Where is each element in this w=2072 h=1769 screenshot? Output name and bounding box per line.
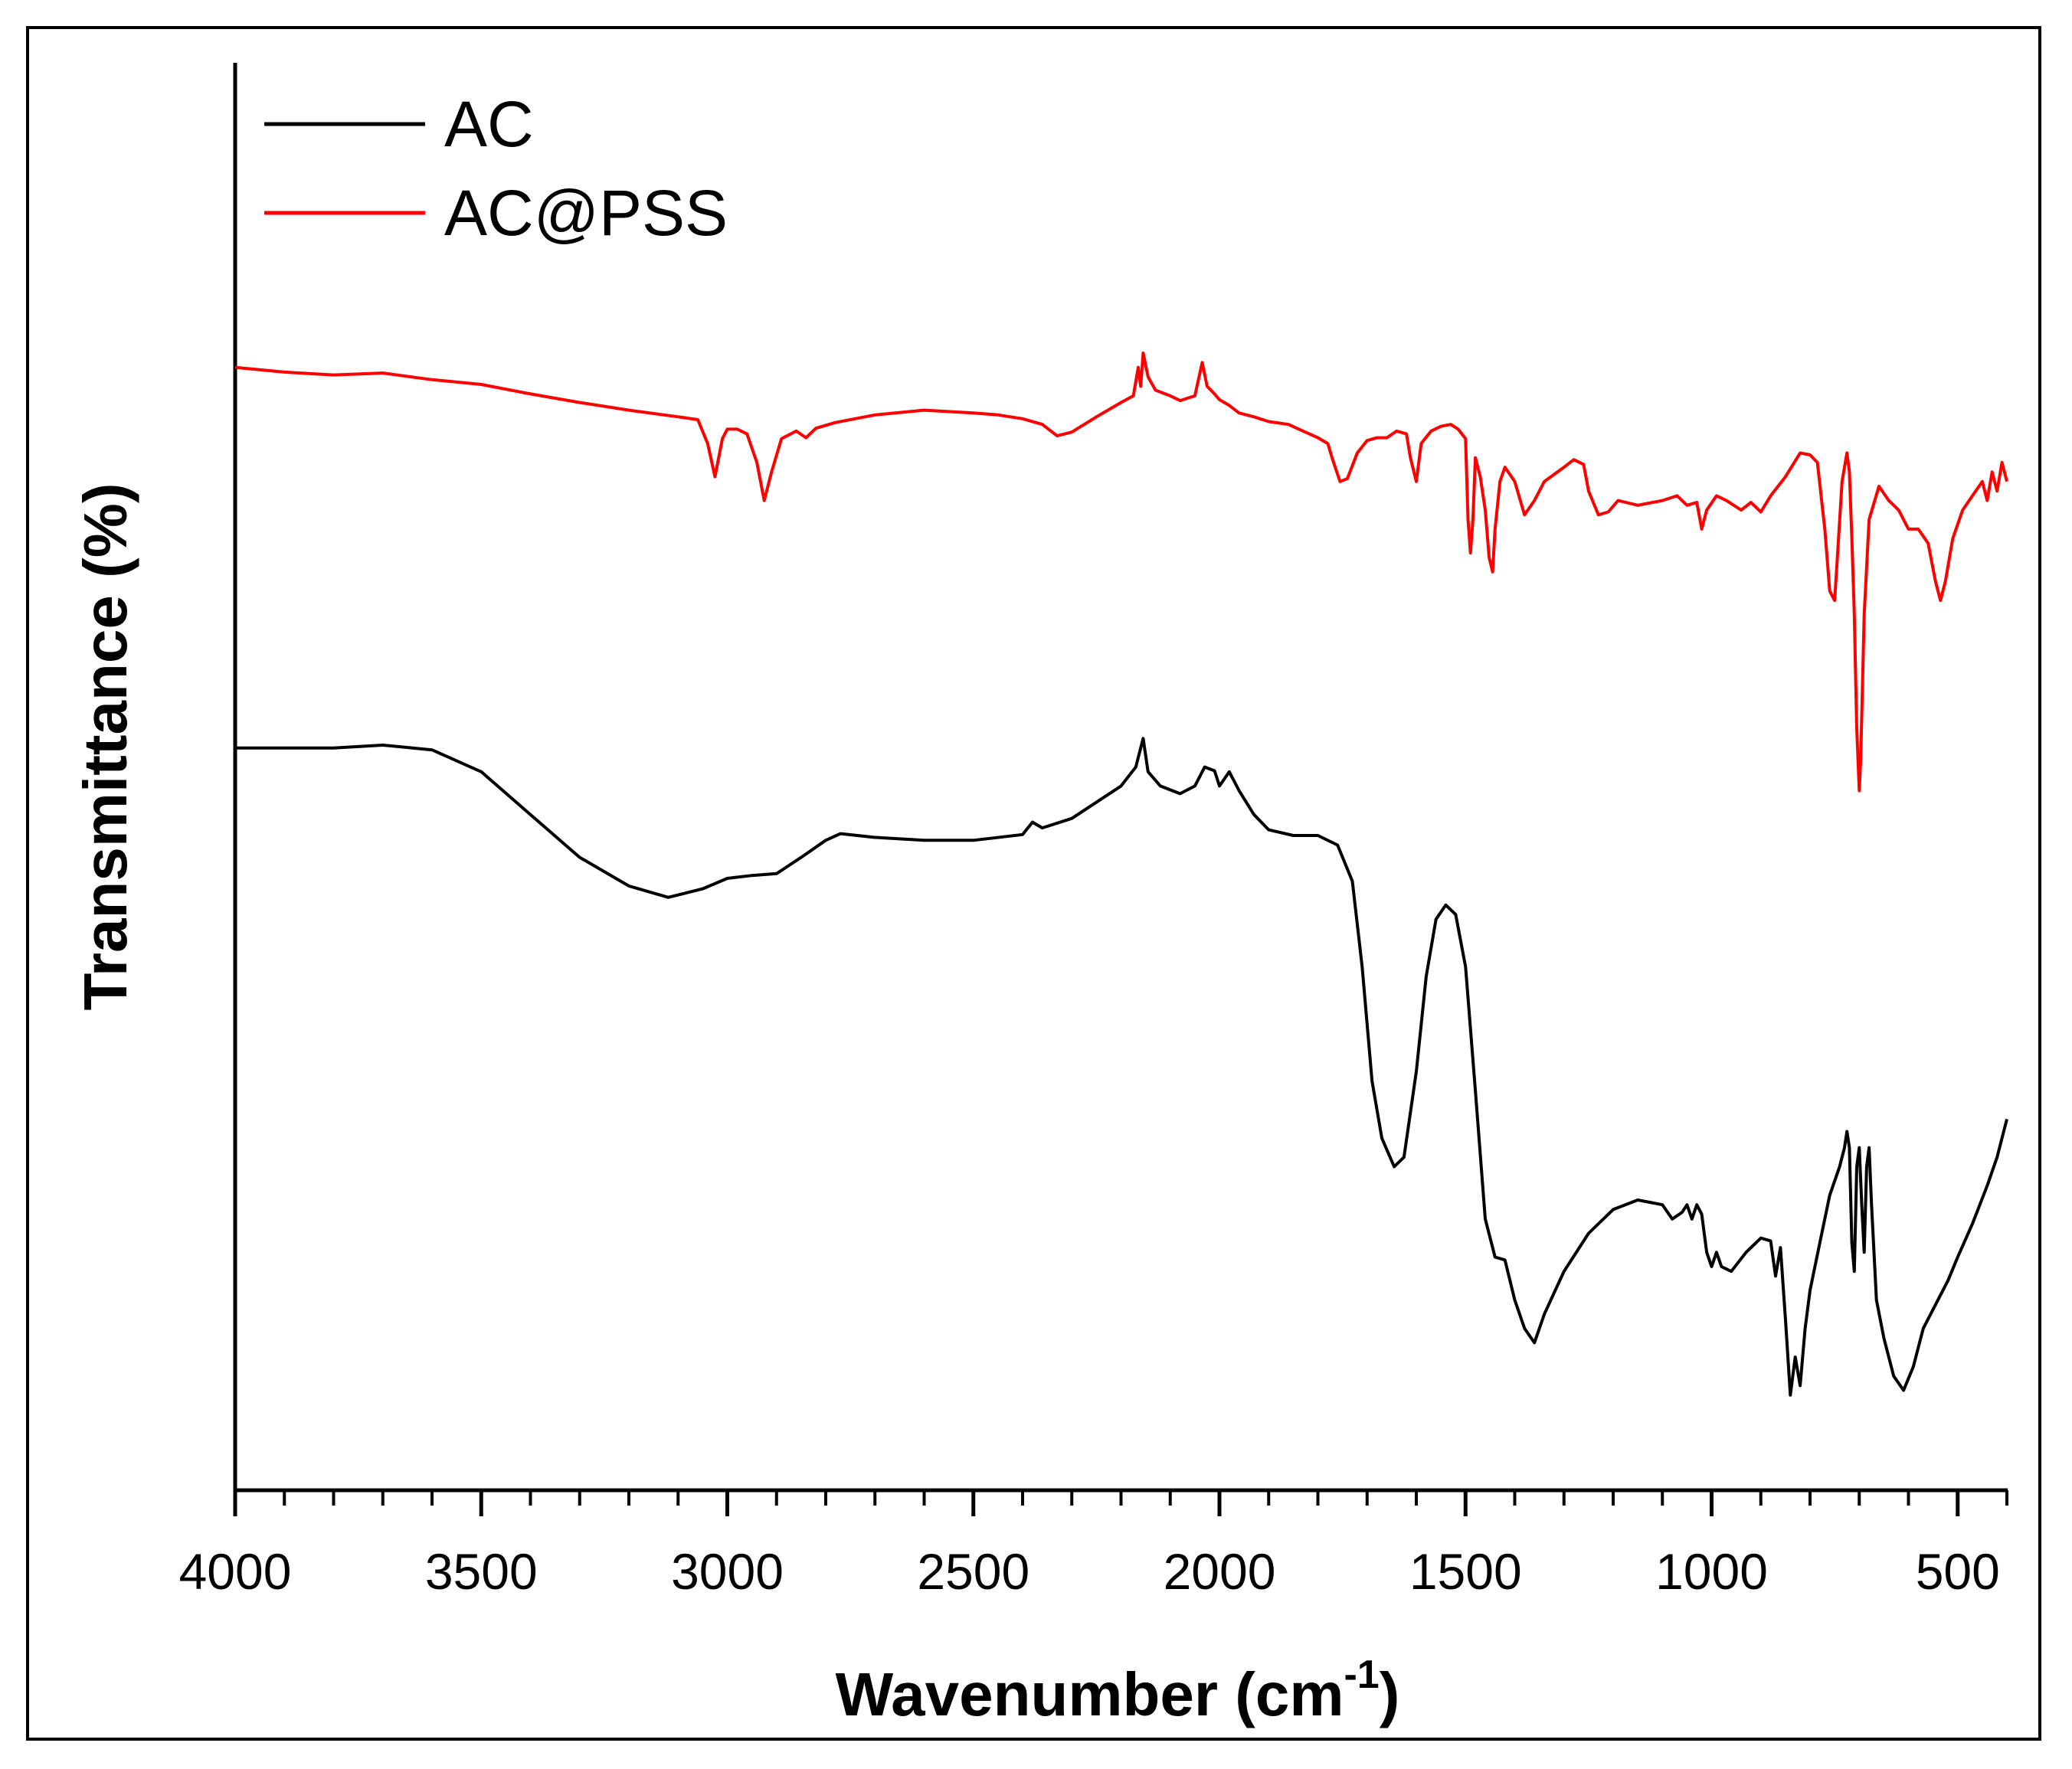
y-axis-title: Transmittance (%) — [71, 482, 139, 1010]
x-axis-title-superscript: -1 — [1344, 1653, 1379, 1697]
x-tick-label: 2000 — [1164, 1543, 1276, 1600]
x-axis-title-close: ) — [1380, 1660, 1400, 1728]
x-tick-label: 1500 — [1409, 1543, 1522, 1600]
legend: AC AC@PSS — [264, 88, 728, 249]
x-tick-label: 3000 — [671, 1543, 784, 1600]
series-group — [234, 352, 2008, 1397]
series-line-ac — [235, 737, 2008, 1397]
series-line-ac-pss — [234, 352, 2008, 793]
x-tick-label: 2500 — [917, 1543, 1029, 1600]
x-tick-label: 4000 — [179, 1543, 292, 1600]
legend-label-ac: AC — [444, 88, 534, 160]
legend-label-ac-pss: AC@PSS — [444, 177, 728, 249]
figure-frame — [26, 26, 2041, 1741]
x-axis-title-main: Wavenumber (cm — [836, 1660, 1344, 1728]
x-tick-label: 500 — [1916, 1543, 2000, 1600]
x-tick-label: 3500 — [425, 1543, 538, 1600]
axes — [233, 63, 2008, 1493]
x-tick-label: 1000 — [1655, 1543, 1768, 1600]
x-ticks: 4000 3500 3000 2500 2000 1500 1000 500 — [179, 1490, 2008, 1600]
x-axis-title: Wavenumber (cm-1) — [836, 1653, 1400, 1728]
